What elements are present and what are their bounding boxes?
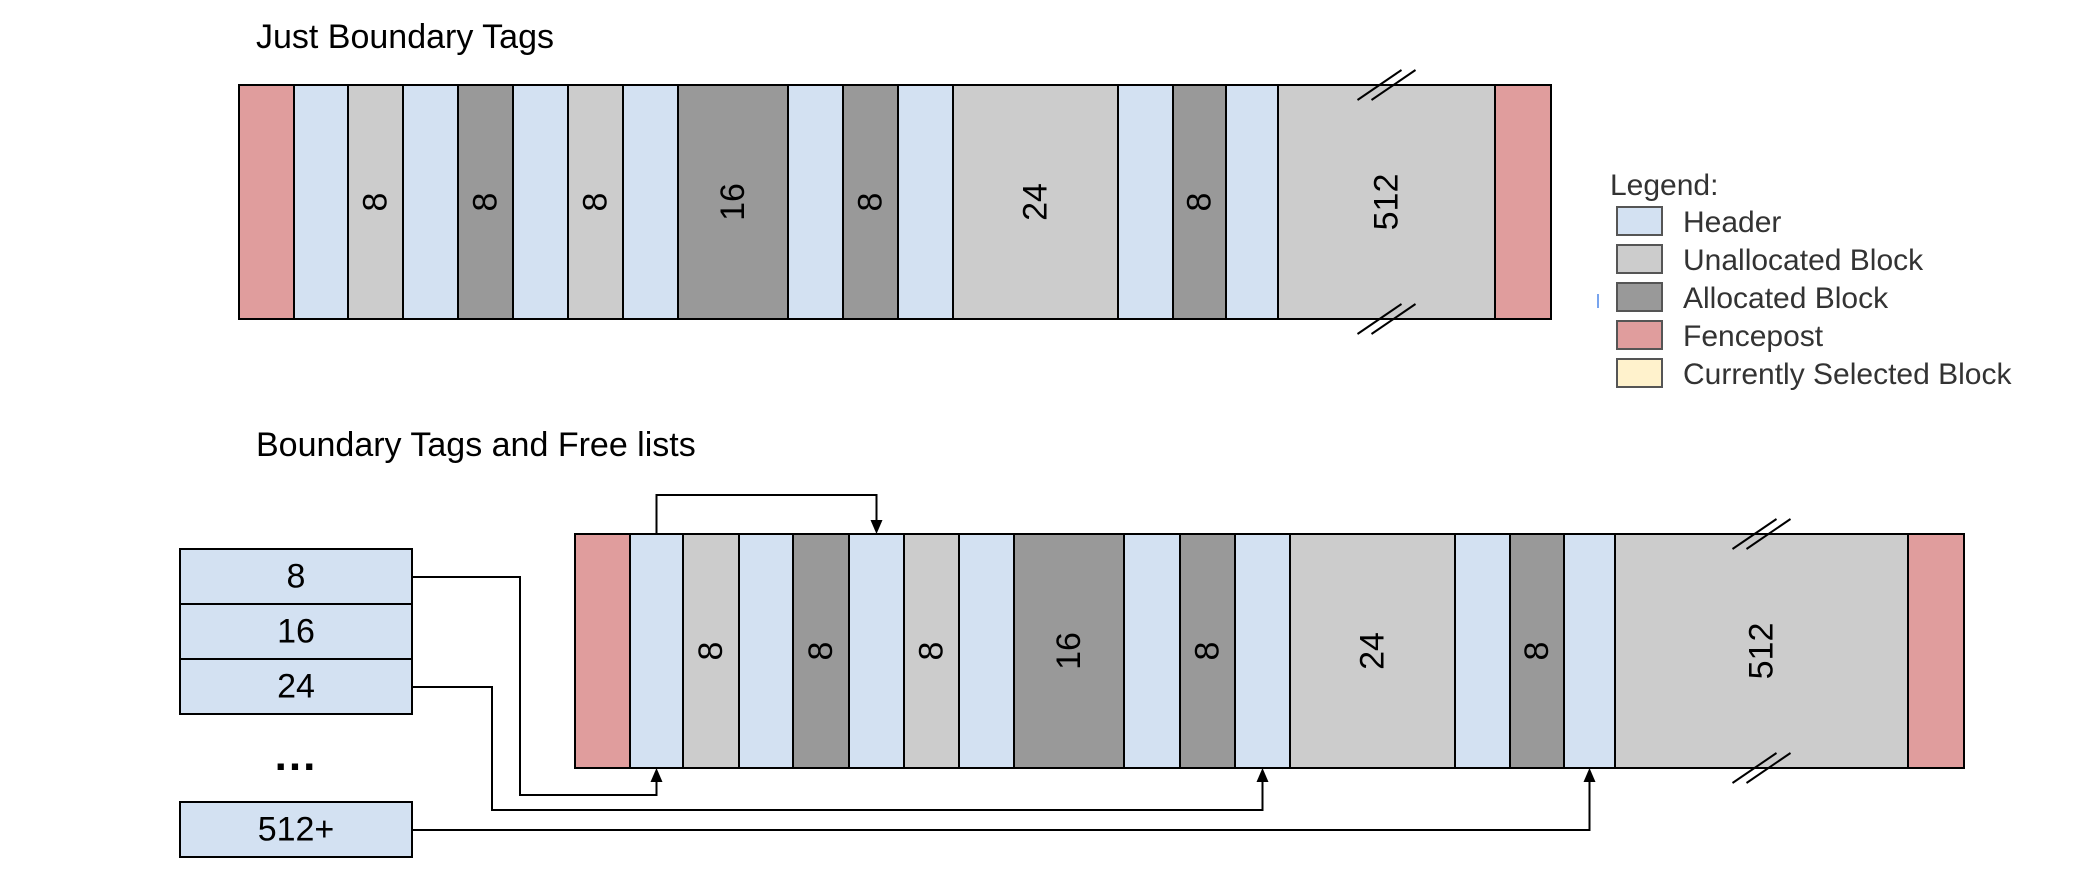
header-block	[622, 84, 679, 320]
header-block	[1117, 84, 1174, 320]
fencepost-block	[1494, 84, 1552, 320]
arrowhead	[870, 520, 883, 534]
unallocated-block	[952, 84, 1119, 320]
block-size-label: 24	[1017, 183, 1055, 221]
block-size-label: 8	[357, 193, 395, 212]
block-size-label: 16	[714, 183, 752, 221]
header-block	[1563, 533, 1616, 769]
header-block	[293, 84, 349, 320]
block-size-label: 24	[1354, 632, 1392, 670]
legend: Legend: Header Unallocated Block Allocated…	[1597, 169, 2012, 391]
unallocated-block	[682, 533, 740, 769]
header-block	[958, 533, 1015, 769]
block-size-label: 8	[577, 193, 615, 212]
unallocated-block	[1289, 533, 1456, 769]
fencepost-block	[1907, 533, 1965, 769]
unallocated-block	[1614, 533, 1909, 769]
header-block	[629, 533, 684, 769]
unallocated-block	[1277, 84, 1496, 320]
top-section-title: Just Boundary Tags	[256, 18, 554, 56]
allocated-block	[1509, 533, 1565, 769]
arrowhead	[650, 768, 663, 782]
freelist: 8 16 24 512+...	[179, 548, 413, 858]
heap-bottom: 8 8 8 16 8 24 8 512	[574, 518, 1965, 784]
selected-swatch	[1616, 358, 1663, 388]
block-size-label: 8	[1181, 193, 1219, 212]
legend-item-label: Unallocated Block	[1683, 244, 1924, 277]
header-block	[738, 533, 794, 769]
unallocated-block	[903, 533, 960, 769]
header-block	[848, 533, 905, 769]
heap-top: 8 8 8 16 8 24 8 512	[238, 69, 1552, 335]
freelist-pointer	[655, 494, 878, 534]
legend-item-label: Allocated Block	[1683, 282, 1889, 315]
header-block	[512, 84, 569, 320]
header-block	[1454, 533, 1511, 769]
freelist-pointer	[412, 576, 658, 796]
block-size-label: 8	[692, 642, 730, 661]
allocated-block	[842, 84, 899, 320]
freelist-ellipsis: ...	[275, 731, 318, 780]
unallocated-block	[567, 84, 624, 320]
fencepost-swatch	[1616, 320, 1663, 350]
arrowhead	[1583, 768, 1596, 782]
freelist-size-label: 512+	[258, 811, 335, 849]
legend-item-label: Currently Selected Block	[1683, 358, 2012, 391]
break-mark	[1731, 752, 1778, 784]
freelist-cell	[179, 603, 413, 660]
fencepost-block	[238, 84, 295, 320]
freelist-size-label: 16	[277, 613, 315, 651]
break-mark	[1731, 518, 1778, 550]
freelist-cell	[179, 548, 413, 605]
allocated-swatch	[1616, 282, 1663, 312]
legend-item-label: Fencepost	[1683, 320, 1824, 353]
break-mark	[1370, 303, 1417, 335]
legend-title: Legend:	[1610, 169, 1718, 202]
header-block	[1234, 533, 1291, 769]
header-block	[787, 84, 844, 320]
header-block	[897, 84, 954, 320]
arrowhead	[1256, 768, 1269, 782]
block-size-label: 8	[467, 193, 505, 212]
freelist-size-label: 24	[277, 668, 315, 706]
block-size-label: 512	[1368, 174, 1406, 231]
allocated-block	[792, 533, 850, 769]
block-size-label: 8	[852, 193, 890, 212]
break-mark	[1370, 69, 1417, 101]
allocated-block	[1172, 84, 1227, 320]
block-size-label: 8	[1518, 642, 1556, 661]
block-size-label: 16	[1050, 632, 1088, 670]
freelist-cell	[179, 658, 413, 715]
allocated-block	[1013, 533, 1125, 769]
freelist-pointer	[412, 686, 1264, 811]
break-mark	[1356, 69, 1403, 101]
header-block	[1225, 84, 1279, 320]
allocated-block	[457, 84, 514, 320]
unallocated-swatch	[1616, 244, 1663, 274]
block-size-label: 512	[1743, 623, 1781, 680]
allocated-block	[677, 84, 789, 320]
block-size-label: 8	[802, 642, 840, 661]
break-mark	[1745, 518, 1792, 550]
block-size-label: 8	[1189, 642, 1227, 661]
legend-item-label: Header	[1683, 206, 1781, 239]
fencepost-block	[574, 533, 631, 769]
break-mark	[1356, 303, 1403, 335]
freelist-pointer	[412, 782, 1591, 831]
bottom-section-title: Boundary Tags and Free lists	[256, 426, 696, 464]
header-block	[402, 84, 459, 320]
header-block	[1123, 533, 1181, 769]
header-swatch	[1616, 206, 1663, 236]
break-mark	[1745, 752, 1792, 784]
unallocated-block	[347, 84, 404, 320]
block-size-label: 8	[913, 642, 951, 661]
freelist-arrows	[412, 494, 1596, 831]
freelist-size-label: 8	[287, 558, 306, 596]
allocated-block	[1179, 533, 1236, 769]
